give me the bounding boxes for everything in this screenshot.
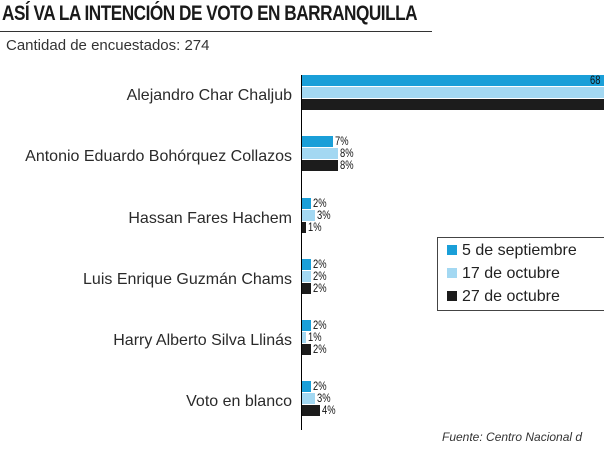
legend-swatch-oct27 xyxy=(447,291,457,301)
category-label: Voto en blanco xyxy=(186,393,292,410)
title-underline xyxy=(0,31,432,32)
value-label: 3% xyxy=(317,391,331,405)
value-label: 2% xyxy=(313,342,327,356)
category-label: Hassan Fares Hachem xyxy=(128,210,292,227)
legend-label-oct27: 27 de octubre xyxy=(462,288,560,305)
value-label: 8% xyxy=(340,146,354,160)
bar-oct27 xyxy=(302,283,311,294)
value-label: 1% xyxy=(308,220,322,234)
chart-title: ASÍ VA LA INTENCIÓN DE VOTO EN BARRANQUI… xyxy=(2,2,418,25)
value-label: 2% xyxy=(313,196,327,210)
legend-swatch-oct17 xyxy=(447,268,457,278)
value-label: 3% xyxy=(317,208,331,222)
value-label: 4% xyxy=(322,403,336,417)
bar-oct17 xyxy=(302,87,604,98)
bar-oct17 xyxy=(302,210,315,221)
bar-oct27 xyxy=(302,405,320,416)
bar-sep xyxy=(302,259,311,270)
value-label: 2% xyxy=(313,281,327,295)
value-label: 1% xyxy=(308,330,322,344)
value-label: 2% xyxy=(313,379,327,393)
legend-label-sep: 5 de septiembre xyxy=(462,242,577,259)
bar-oct17 xyxy=(302,393,315,404)
bar-oct17 xyxy=(302,148,338,159)
value-label: 2% xyxy=(313,257,327,271)
bar-oct27 xyxy=(302,222,306,233)
category-axis-line xyxy=(301,75,302,430)
source-note: Fuente: Centro Nacional d xyxy=(442,430,583,444)
chart-subtitle: Cantidad de encuestados: 274 xyxy=(6,37,210,54)
bar-oct17 xyxy=(302,332,306,343)
category-label: Alejandro Char Chaljub xyxy=(126,87,292,104)
bar-sep xyxy=(302,136,333,147)
value-label: 7% xyxy=(335,134,349,148)
category-label: Antonio Eduardo Bohórquez Collazos xyxy=(25,148,292,165)
bar-sep xyxy=(302,75,604,86)
bar-oct17 xyxy=(302,271,311,282)
bar-oct27 xyxy=(302,99,604,110)
value-label: 8% xyxy=(340,158,354,172)
bar-oct27 xyxy=(302,344,311,355)
value-label: 2% xyxy=(313,318,327,332)
legend-item-oct27: 27 de octubre xyxy=(447,288,560,306)
bar-sep xyxy=(302,320,311,331)
legend-label-oct17: 17 de octubre xyxy=(462,265,560,282)
bar-sep xyxy=(302,198,311,209)
bar-sep xyxy=(302,381,311,392)
legend: 5 de septiembre 17 de octubre 27 de octu… xyxy=(437,237,604,311)
legend-item-oct17: 17 de octubre xyxy=(447,265,560,283)
category-label: Harry Alberto Silva Llinás xyxy=(113,332,292,349)
bar-oct27 xyxy=(302,160,338,171)
value-label: 2% xyxy=(313,269,327,283)
value-label: 68 xyxy=(590,73,601,87)
legend-swatch-sep xyxy=(447,245,457,255)
category-label: Luis Enrique Guzmán Chams xyxy=(83,271,292,288)
legend-item-sep: 5 de septiembre xyxy=(447,242,577,260)
